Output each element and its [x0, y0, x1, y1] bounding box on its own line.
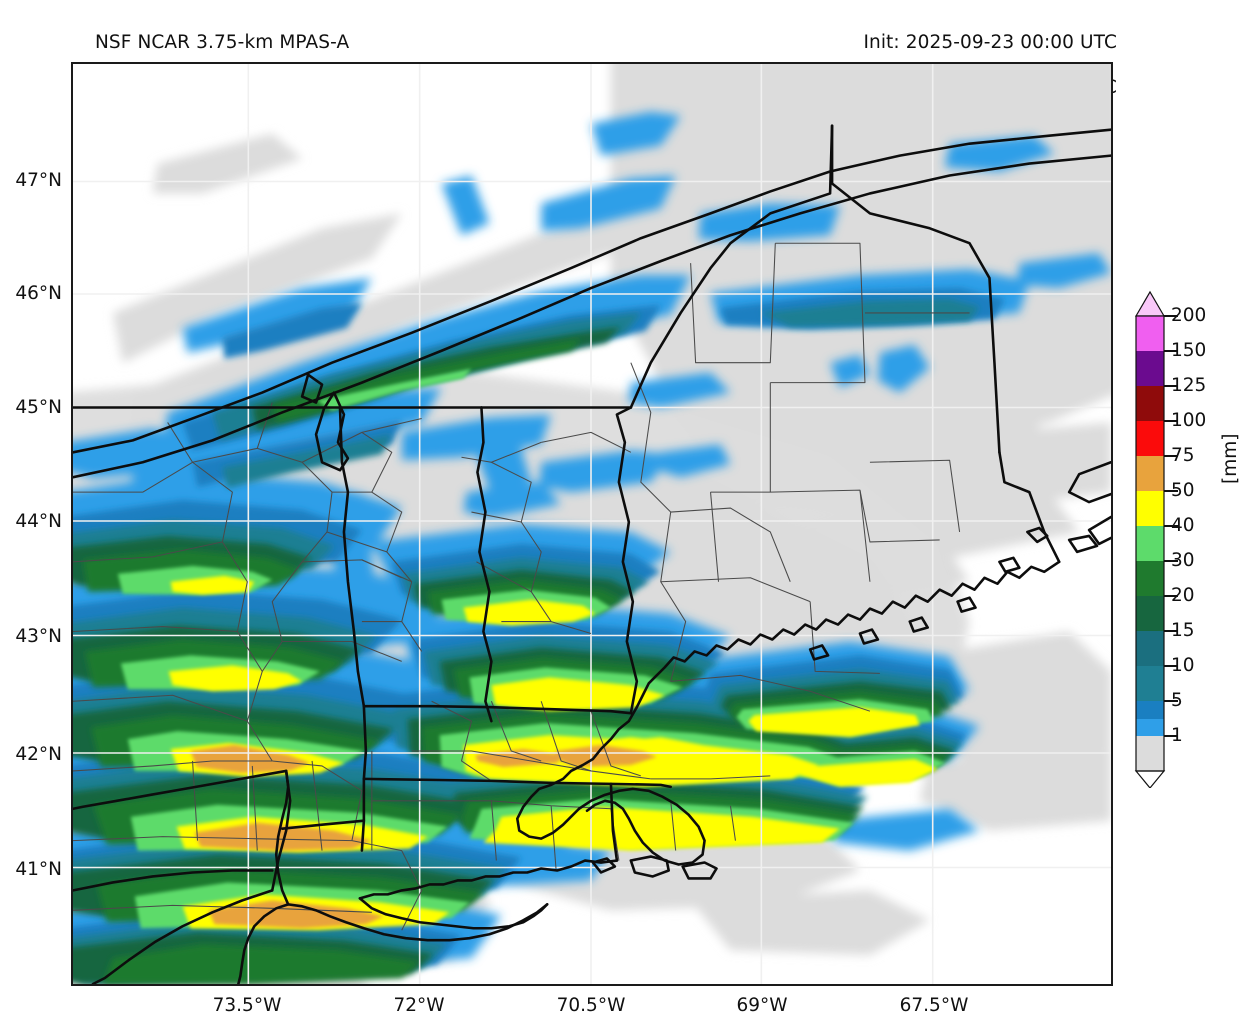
map-canvas	[73, 64, 1111, 984]
colorbar-under-arrow	[1134, 770, 1166, 788]
lon-tick-73-5: 73.5°W	[212, 995, 282, 1016]
colorbar-tick-50: 50	[1171, 480, 1195, 501]
colorbar-tick-40: 40	[1171, 515, 1195, 536]
colorbar-tick-1: 1	[1171, 725, 1183, 746]
lat-tick-46: 46°N	[15, 283, 62, 304]
colorbar-tick-200: 200	[1171, 305, 1207, 326]
lon-tick-72: 72°W	[393, 995, 445, 1016]
lon-tick-69: 69°W	[736, 995, 788, 1016]
colorbar-band-5-10c	[1136, 719, 1164, 736]
colorbar-tick-150: 150	[1171, 340, 1207, 361]
lat-tick-43: 43°N	[15, 626, 62, 647]
colorbar-tick-30: 30	[1171, 550, 1195, 571]
colorbar-band-40-50	[1136, 526, 1164, 561]
colorbar-tick-10: 10	[1171, 655, 1195, 676]
colorbar-band-20-30	[1136, 596, 1164, 631]
colorbar-outline	[1135, 315, 1165, 772]
colorbar-tick-125: 125	[1171, 375, 1207, 396]
colorbar-band-10-15	[1136, 666, 1164, 701]
colorbar-tick-5: 5	[1171, 690, 1183, 711]
colorbar-swatches	[1134, 290, 1178, 788]
map-plot-area	[71, 62, 1113, 986]
colorbar-over-arrow	[1134, 290, 1166, 317]
colorbar: 200 150 125 100 75 50 40 30 20 15 10 5 1…	[1128, 288, 1242, 788]
colorbar-tick-75: 75	[1171, 445, 1195, 466]
lat-tick-42: 42°N	[15, 744, 62, 765]
lon-tick-70-5: 70.5°W	[556, 995, 626, 1016]
colorbar-tick-15: 15	[1171, 620, 1195, 641]
lat-tick-45: 45°N	[15, 397, 62, 418]
colorbar-band-5-10b	[1136, 701, 1164, 719]
colorbar-band-100-125	[1136, 421, 1164, 456]
colorbar-band-75-100	[1136, 456, 1164, 491]
county-borders	[73, 242, 970, 931]
lat-tick-41: 41°N	[15, 859, 62, 880]
init-time: Init: 2025-09-23 00:00 UTC	[863, 32, 1117, 53]
colorbar-band-15-20	[1136, 631, 1164, 666]
model-name: NSF NCAR 3.75-km MPAS-A	[94, 32, 350, 53]
precip-field	[73, 64, 1111, 984]
colorbar-band-1-5	[1136, 736, 1164, 771]
lat-tick-47: 47°N	[15, 170, 62, 191]
colorbar-tick-20: 20	[1171, 585, 1195, 606]
colorbar-band-125-150	[1136, 386, 1164, 421]
colorbar-tick-100: 100	[1171, 410, 1207, 431]
colorbar-unit-label: [mm]	[1220, 433, 1241, 484]
colorbar-band-50-75	[1136, 491, 1164, 526]
colorbar-band-30-40	[1136, 561, 1164, 596]
lat-tick-44: 44°N	[15, 511, 62, 532]
colorbar-band-200plus	[1136, 316, 1164, 351]
state-and-coastline-borders	[73, 124, 1111, 984]
lon-tick-67-5: 67.5°W	[899, 995, 969, 1016]
colorbar-band-150-200	[1136, 351, 1164, 386]
